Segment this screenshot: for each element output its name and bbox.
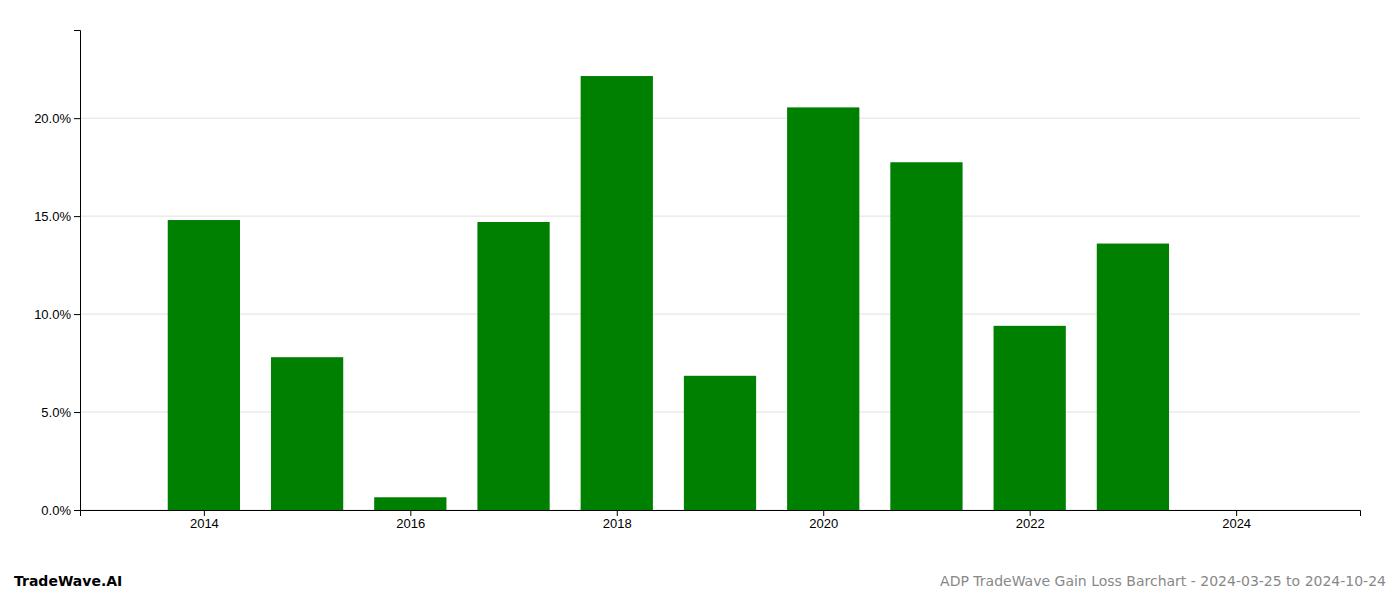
tick-label: 15.0% — [34, 209, 71, 224]
y-axis: 0.0% 5.0% 10.0% 15.0% 20.0% — [34, 31, 80, 518]
tick: 2024 — [1222, 510, 1251, 531]
x-axis: 2014 2016 2018 2020 2022 2024 — [81, 510, 1361, 531]
bar — [684, 376, 756, 510]
chart-svg: 2014 2016 2018 2020 2022 2024 0.0% 5.0% 10.0% 15.… — [0, 0, 1400, 600]
tick-mark — [410, 510, 411, 516]
tick-label: 20.0% — [34, 111, 71, 126]
bar — [271, 357, 343, 510]
bar — [581, 76, 653, 510]
tick-label: 2016 — [396, 516, 425, 531]
tick-label: 2020 — [809, 516, 838, 531]
chart-container: 2014 2016 2018 2020 2022 2024 0.0% 5.0% 10.0% 15.… — [0, 0, 1400, 600]
tick-label: 5.0% — [41, 405, 71, 420]
tick-mark — [74, 216, 80, 217]
tick-label: 2018 — [603, 516, 632, 531]
tick-mark — [823, 510, 824, 516]
tick: 2022 — [1016, 510, 1045, 531]
tick: 0.0% — [41, 503, 80, 518]
grid-line — [80, 118, 1360, 119]
tick-mark — [74, 314, 80, 315]
x-axis-line — [81, 511, 1361, 517]
tick-mark — [74, 412, 80, 413]
bar — [168, 220, 240, 510]
tick: 2016 — [396, 510, 425, 531]
tick-mark — [204, 510, 205, 516]
footer-left: TradeWave.AI — [14, 573, 122, 589]
grid — [80, 118, 1360, 510]
tick-mark — [617, 510, 618, 516]
tick: 2018 — [603, 510, 632, 531]
bar — [994, 326, 1066, 510]
tick-mark — [1236, 510, 1237, 516]
bar — [374, 497, 446, 510]
tick-label: 0.0% — [41, 503, 71, 518]
footer-right: ADP TradeWave Gain Loss Barchart - 2024-… — [940, 573, 1386, 589]
tick-label: 10.0% — [34, 307, 71, 322]
tick-mark — [74, 118, 80, 119]
plot-area — [168, 76, 1169, 510]
tick: 5.0% — [41, 405, 80, 420]
tick-mark — [74, 510, 80, 511]
bar — [890, 162, 962, 510]
tick-label: 2024 — [1222, 516, 1251, 531]
bar — [787, 107, 859, 510]
tick: 2014 — [190, 510, 219, 531]
grid-line — [80, 216, 1360, 217]
tick-label: 2014 — [190, 516, 219, 531]
tick: 2020 — [809, 510, 838, 531]
bar — [477, 222, 549, 510]
tick-label: 2022 — [1016, 516, 1045, 531]
bar — [1097, 244, 1169, 510]
tick: 10.0% — [34, 307, 80, 322]
tick: 20.0% — [34, 111, 80, 126]
y-axis-line — [74, 31, 81, 511]
tick: 15.0% — [34, 209, 80, 224]
tick-mark — [1030, 510, 1031, 516]
